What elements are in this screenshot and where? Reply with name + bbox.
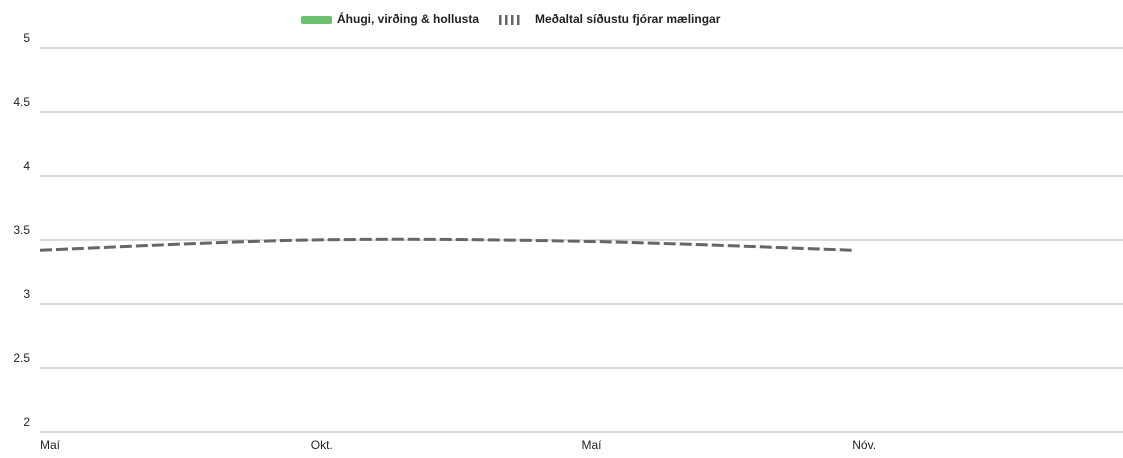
legend-swatch — [499, 15, 502, 25]
y-tick-label: 2 — [23, 415, 30, 429]
y-tick-label: 3 — [23, 287, 30, 301]
y-tick-label: 5 — [23, 31, 30, 45]
legend-swatch — [301, 16, 332, 24]
x-tick-label: Maí — [40, 438, 61, 452]
legend-swatch — [505, 15, 508, 25]
legend-swatch — [511, 15, 514, 25]
y-tick-label: 4.5 — [13, 95, 30, 109]
y-tick-label: 2.5 — [13, 351, 30, 365]
x-tick-label: Okt. — [311, 438, 333, 452]
legend-swatch — [517, 15, 520, 25]
line-series — [39, 237, 853, 252]
x-tick-label: Nóv. — [852, 438, 876, 452]
legend-label: Meðaltal síðustu fjórar mælingar — [535, 12, 721, 26]
x-tick-label: Maí — [582, 438, 603, 452]
y-tick-label: 4 — [23, 159, 30, 173]
legend-label: Áhugi, virðing & hollusta — [337, 11, 479, 26]
y-tick-label: 3.5 — [13, 223, 30, 237]
